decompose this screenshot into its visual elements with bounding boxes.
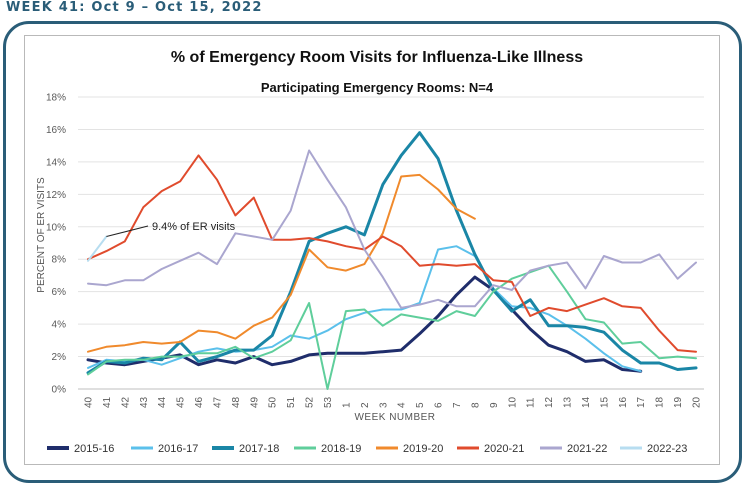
x-tick-label: 13 <box>563 396 574 408</box>
series-line-2016-17 <box>87 245 642 373</box>
x-tick-label: 47 <box>212 396 223 408</box>
series-line-2019-20 <box>87 173 476 353</box>
x-tick-label: 44 <box>157 396 168 408</box>
x-tick-label: 16 <box>618 396 629 408</box>
x-tick-label: 10 <box>507 396 518 408</box>
legend-label-2015-16: 2015-16 <box>74 443 114 455</box>
x-tick-label: 20 <box>692 396 703 408</box>
x-tick-label: 40 <box>84 396 95 408</box>
y-axis-label: PERCENT OF ER VISITS <box>36 177 47 293</box>
x-tick-label: 42 <box>120 396 131 408</box>
x-tick-label: 1 <box>341 402 352 408</box>
x-tick-label: 43 <box>139 396 150 408</box>
x-tick-label: 50 <box>268 396 279 408</box>
legend-label-2018-19: 2018-19 <box>321 443 361 455</box>
x-tick-label: 49 <box>249 396 260 408</box>
y-tick-label: 4% <box>52 320 67 331</box>
x-axis-label: WEEK NUMBER <box>354 412 435 423</box>
series-line-2020-21 <box>87 154 697 353</box>
x-tick-label: 14 <box>581 396 592 408</box>
chart-title: % of Emergency Room Visits for Influenza… <box>171 49 583 66</box>
x-tick-label: 5 <box>415 402 426 408</box>
x-tick-label: 46 <box>194 396 205 408</box>
annotation-leader-line <box>106 225 149 237</box>
x-tick-label: 52 <box>305 396 316 408</box>
x-tick-label: 17 <box>636 396 647 408</box>
x-tick-label: 15 <box>599 396 610 408</box>
annotation-label: 9.4% of ER visits <box>152 221 236 233</box>
series-line-2018-19 <box>87 264 697 390</box>
x-tick-label: 48 <box>231 396 242 408</box>
legend-label-2019-20: 2019-20 <box>403 443 443 455</box>
x-tick-label: 51 <box>286 396 297 408</box>
x-tick-label: 2 <box>360 402 371 408</box>
legend-label-2021-22: 2021-22 <box>567 443 607 455</box>
y-tick-label: 10% <box>46 222 66 233</box>
legend-label-2020-21: 2020-21 <box>484 443 524 455</box>
series-line-2022-23 <box>87 235 108 262</box>
y-tick-label: 8% <box>52 255 67 266</box>
chart-subtitle: Participating Emergency Rooms: N=4 <box>261 80 494 95</box>
series-line-2017-18 <box>86 131 698 375</box>
series-line-2015-16 <box>86 275 643 373</box>
x-tick-label: 18 <box>655 396 666 408</box>
y-tick-label: 2% <box>52 352 67 363</box>
legend-label-2017-18: 2017-18 <box>239 443 279 455</box>
legend-label-2016-17: 2016-17 <box>158 443 198 455</box>
x-tick-label: 4 <box>397 402 408 408</box>
y-tick-label: 12% <box>46 190 66 201</box>
x-tick-label: 11 <box>526 397 537 408</box>
x-tick-label: 3 <box>378 402 389 408</box>
legend-label-2022-23: 2022-23 <box>647 443 687 455</box>
x-tick-label: 12 <box>544 396 555 408</box>
x-tick-label: 53 <box>323 396 334 408</box>
y-tick-label: 16% <box>46 125 66 136</box>
y-tick-label: 18% <box>46 93 66 104</box>
x-tick-label: 6 <box>434 402 445 408</box>
y-tick-label: 14% <box>46 157 66 168</box>
x-tick-label: 9 <box>489 402 500 408</box>
x-tick-label: 41 <box>102 396 113 408</box>
x-tick-label: 7 <box>452 402 463 408</box>
y-tick-label: 0% <box>52 385 67 396</box>
x-tick-label: 8 <box>470 402 481 408</box>
y-tick-label: 6% <box>52 287 67 298</box>
series-line-2021-22 <box>87 149 697 309</box>
week-header: WEEK 41: Oct 9 – Oct 15, 2022 <box>6 0 263 15</box>
x-tick-label: 45 <box>176 396 187 408</box>
x-tick-label: 19 <box>673 396 684 408</box>
